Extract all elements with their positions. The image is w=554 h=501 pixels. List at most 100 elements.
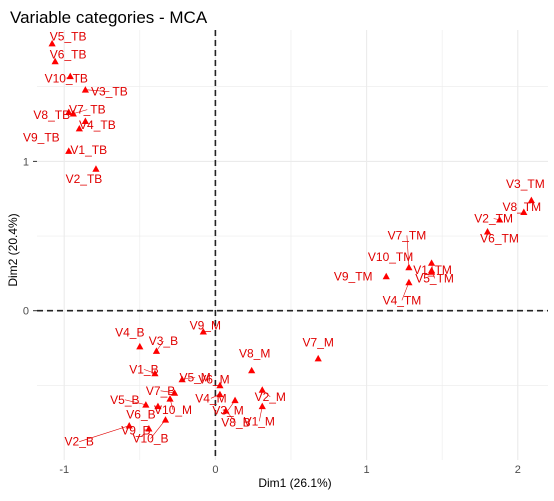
label-v2-m: V2_M bbox=[255, 390, 286, 404]
leader-line bbox=[85, 89, 110, 93]
label-v6-m: V6_M bbox=[198, 372, 229, 386]
label-v10-tb: V10_TB bbox=[45, 71, 88, 85]
leader-line bbox=[182, 377, 196, 380]
x-axis-label: Dim1 (26.1%) bbox=[258, 476, 331, 490]
x-tick-label: 1 bbox=[364, 464, 370, 476]
point-v10-b bbox=[161, 416, 170, 423]
label-v8-tm: V8_TM bbox=[502, 200, 541, 214]
point-v9-m bbox=[199, 327, 207, 335]
label-v5-tm: V5_TM bbox=[415, 271, 454, 285]
label-v1-tm: V1_TM bbox=[413, 263, 452, 277]
point-v6-b bbox=[154, 402, 162, 410]
label-v7-tm: V7_TM bbox=[388, 228, 427, 242]
label-v10-b: V10_B bbox=[132, 432, 168, 446]
x-tick-label: -1 bbox=[59, 464, 69, 476]
label-v9-tm: V9_TM bbox=[334, 269, 373, 283]
axis-ticks: -1 0 1 2 0 1 bbox=[23, 156, 521, 476]
label-v8-tb: V8_TB bbox=[33, 108, 70, 122]
point-v6-tb bbox=[51, 57, 59, 65]
point-v4-m bbox=[216, 390, 224, 398]
label-v9-tb: V9_TB bbox=[23, 131, 60, 145]
label-v4-tm: V4_TM bbox=[383, 293, 422, 307]
label-v5-b: V5_B bbox=[110, 393, 139, 407]
y-tick-label: 1 bbox=[23, 156, 29, 168]
chart-title: Variable categories - MCA bbox=[10, 8, 208, 27]
point-v2-m bbox=[258, 386, 266, 393]
label-v10-tm: V10_TM bbox=[368, 250, 413, 264]
label-v7-tb: V7_TB bbox=[69, 103, 106, 117]
point-v5-b bbox=[142, 401, 150, 408]
label-v3-b: V3_B bbox=[149, 334, 178, 348]
x-tick-label: 0 bbox=[212, 464, 218, 476]
point-v4-tb bbox=[81, 117, 89, 124]
label-v4-tb: V4_TB bbox=[79, 118, 116, 132]
point-v5-tb bbox=[48, 39, 56, 47]
label-v8-m: V8_M bbox=[239, 346, 270, 360]
label-v6-tb: V6_TB bbox=[50, 47, 87, 61]
point-v3-m bbox=[231, 396, 239, 404]
leader-line bbox=[79, 425, 130, 442]
point-v10-tb bbox=[66, 72, 74, 80]
y-axis-label: Dim2 (20.4%) bbox=[6, 213, 20, 286]
point-v1-m bbox=[258, 402, 266, 410]
label-v10-m: V10_M bbox=[154, 403, 192, 417]
point-v2-b bbox=[125, 422, 133, 429]
label-v2-b: V2_B bbox=[65, 435, 94, 449]
point-v2-tb bbox=[92, 165, 100, 172]
label-v7-m: V7_M bbox=[303, 335, 334, 349]
label-v3-tm: V3_TM bbox=[506, 177, 545, 191]
leader-line bbox=[143, 369, 156, 374]
label-leaders bbox=[66, 76, 500, 442]
point-v6-m bbox=[216, 381, 224, 389]
point-v3-tb bbox=[81, 86, 89, 93]
label-v9-m: V9_M bbox=[190, 319, 221, 333]
point-v10-m bbox=[166, 395, 174, 402]
leader-line bbox=[150, 419, 166, 439]
label-v2-tb: V2_TB bbox=[66, 172, 103, 186]
point-v1-b bbox=[151, 369, 159, 377]
category-points bbox=[48, 39, 535, 432]
point-v6-tm bbox=[483, 227, 492, 235]
x-tick-label: 2 bbox=[515, 464, 521, 476]
point-v4-b bbox=[136, 342, 144, 350]
label-v1-b: V1_B bbox=[129, 362, 158, 376]
label-v8-b: V8_B bbox=[221, 416, 250, 430]
leader-line bbox=[406, 235, 410, 268]
point-v7-tb bbox=[69, 110, 77, 117]
point-v8-tb bbox=[65, 108, 73, 115]
label-v5-m: V5_M bbox=[179, 370, 210, 384]
leader-line bbox=[160, 390, 175, 394]
point-v3-b bbox=[152, 347, 161, 354]
point-v5-m bbox=[178, 375, 186, 383]
label-v4-m: V4_M bbox=[195, 391, 226, 405]
leader-line bbox=[401, 282, 410, 301]
point-v2-tm bbox=[496, 216, 504, 223]
label-v9-b: V9_B bbox=[121, 424, 150, 438]
label-v1-m: V1_M bbox=[244, 414, 275, 428]
point-v1-tb bbox=[65, 147, 73, 154]
label-v2-tm: V2_TM bbox=[474, 212, 513, 226]
point-v8-tm bbox=[520, 208, 528, 216]
leader-line bbox=[124, 399, 146, 406]
point-v7-m bbox=[314, 354, 322, 362]
label-v3-tb: V3_TB bbox=[91, 85, 128, 99]
label-v4-b: V4_B bbox=[115, 326, 144, 340]
point-v9-b bbox=[145, 425, 153, 432]
label-v5-tb: V5_TB bbox=[50, 29, 87, 43]
point-v4-tm bbox=[405, 278, 413, 286]
point-v7-b bbox=[170, 389, 179, 396]
point-v7-tm bbox=[405, 263, 413, 271]
point-v1-tm bbox=[427, 259, 436, 266]
point-v5-tm bbox=[427, 266, 436, 274]
label-v6-b: V6_B bbox=[126, 407, 155, 421]
point-v8-b bbox=[222, 407, 230, 414]
leader-line bbox=[73, 109, 88, 114]
label-v3-m: V3_M bbox=[212, 403, 243, 417]
point-v9-tm bbox=[382, 272, 390, 280]
y-tick-label: 0 bbox=[23, 306, 29, 318]
point-v9-tb bbox=[75, 124, 83, 132]
point-v8-m bbox=[248, 366, 256, 374]
label-v1-tb: V1_TB bbox=[70, 143, 107, 157]
